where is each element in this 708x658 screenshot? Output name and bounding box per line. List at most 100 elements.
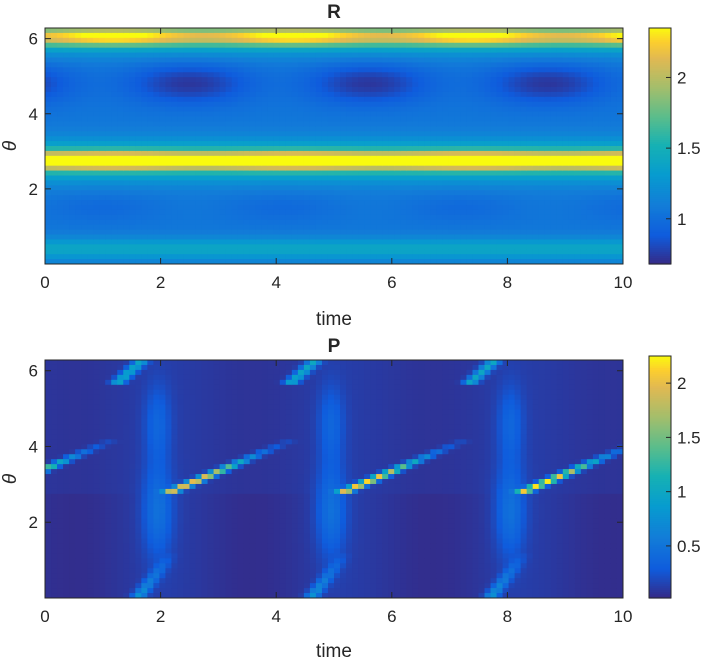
heatmap-cell xyxy=(93,67,100,73)
heatmap-cell xyxy=(69,409,76,416)
heatmap-cell xyxy=(472,224,480,231)
heatmap-cell xyxy=(592,205,600,211)
heatmap-cell xyxy=(147,87,154,93)
heatmap-cell xyxy=(279,150,287,157)
heatmap-cell xyxy=(430,67,437,73)
heatmap-cell xyxy=(466,150,474,157)
heatmap-cell xyxy=(57,126,64,132)
heatmap-cell xyxy=(466,136,474,142)
heatmap-cell xyxy=(388,146,395,152)
heatmap-cell xyxy=(297,249,305,255)
heatmap-cell xyxy=(586,150,594,157)
heatmap-cell xyxy=(309,219,317,226)
heatmap-cell xyxy=(45,439,52,445)
heatmap-cell xyxy=(466,32,474,39)
heatmap-cell xyxy=(165,28,173,34)
heatmap-cell xyxy=(165,136,173,142)
heatmap-cell xyxy=(141,116,148,123)
heatmap-cell xyxy=(147,214,154,221)
heatmap-cell xyxy=(442,47,449,54)
heatmap-cell xyxy=(267,87,275,93)
heatmap-cell xyxy=(183,42,191,49)
heatmap-cell xyxy=(99,47,106,54)
heatmap-cell xyxy=(99,141,106,147)
heatmap-cell xyxy=(93,82,100,88)
heatmap-cell xyxy=(472,57,480,64)
heatmap-cell xyxy=(303,190,311,196)
heatmap-cell xyxy=(454,52,462,59)
heatmap-cell xyxy=(321,42,329,49)
heatmap-cell xyxy=(189,170,197,177)
heatmap-cell xyxy=(592,136,600,142)
heatmap-cell xyxy=(237,47,245,54)
heatmap-cell xyxy=(562,150,570,157)
heatmap-cell xyxy=(598,116,606,123)
heatmap-cell xyxy=(574,131,582,137)
heatmap-cell xyxy=(135,249,142,255)
heatmap-cell xyxy=(303,185,311,191)
heatmap-cell xyxy=(201,190,209,196)
heatmap-cell xyxy=(45,364,52,371)
heatmap-cell xyxy=(69,483,76,490)
heatmap-cell xyxy=(568,57,576,64)
heatmap-cell xyxy=(376,91,383,98)
heatmap-cell xyxy=(51,96,58,103)
heatmap-cell xyxy=(592,77,600,83)
heatmap-cell xyxy=(484,244,492,250)
heatmap-cell xyxy=(592,62,600,68)
heatmap-cell xyxy=(123,77,130,83)
heatmap-cell xyxy=(358,116,365,123)
heatmap-cell xyxy=(123,205,130,211)
heatmap-cell xyxy=(388,190,395,196)
colorbar-tick-label: 1 xyxy=(677,210,686,229)
heatmap-cell xyxy=(87,195,94,201)
heatmap-cell xyxy=(285,259,293,264)
heatmap-cell xyxy=(382,52,389,59)
heatmap-cell xyxy=(334,209,341,216)
heatmap-cell xyxy=(69,508,76,515)
heatmap-cell xyxy=(580,229,588,236)
heatmap-cell xyxy=(327,200,335,206)
heatmap-cell xyxy=(574,185,582,191)
heatmap-cell xyxy=(364,101,371,108)
heatmap-cell xyxy=(424,136,431,142)
heatmap-cell xyxy=(502,141,510,147)
colorbar-swatch xyxy=(649,220,671,224)
heatmap-cell xyxy=(526,77,534,83)
heatmap-cell xyxy=(147,28,154,34)
heatmap-cell xyxy=(352,72,359,78)
heatmap-cell xyxy=(207,249,215,255)
heatmap-cell xyxy=(394,209,401,216)
heatmap-cell xyxy=(303,131,311,137)
heatmap-cell xyxy=(111,101,118,108)
heatmap-cell xyxy=(574,224,582,231)
heatmap-cell xyxy=(544,116,552,123)
heatmap-cell xyxy=(291,214,299,221)
heatmap-cell xyxy=(225,62,233,68)
heatmap-cell xyxy=(412,101,419,108)
heatmap-cell xyxy=(538,214,546,221)
heatmap-cell xyxy=(346,91,353,98)
heatmap-cell xyxy=(544,209,552,216)
heatmap-cell xyxy=(273,91,281,98)
heatmap-cell xyxy=(580,101,588,108)
heatmap-cell xyxy=(334,175,341,182)
heatmap-cell xyxy=(57,459,64,465)
heatmap-cell xyxy=(472,259,480,264)
heatmap-cell xyxy=(315,82,323,88)
heatmap-cell xyxy=(249,234,257,241)
heatmap-cell xyxy=(285,200,293,206)
heatmap-cell xyxy=(604,160,612,167)
heatmap-cell xyxy=(129,150,136,157)
heatmap-cell xyxy=(502,37,510,44)
heatmap-cell xyxy=(448,200,456,206)
heatmap-cell xyxy=(129,67,136,73)
heatmap-cell xyxy=(177,244,185,250)
heatmap-cell xyxy=(340,121,347,127)
heatmap-cell xyxy=(550,72,558,78)
heatmap-cell xyxy=(63,493,70,500)
heatmap-cell xyxy=(604,72,612,78)
heatmap-cell xyxy=(57,234,64,241)
heatmap-cell xyxy=(352,106,359,113)
heatmap-cell xyxy=(586,116,594,123)
